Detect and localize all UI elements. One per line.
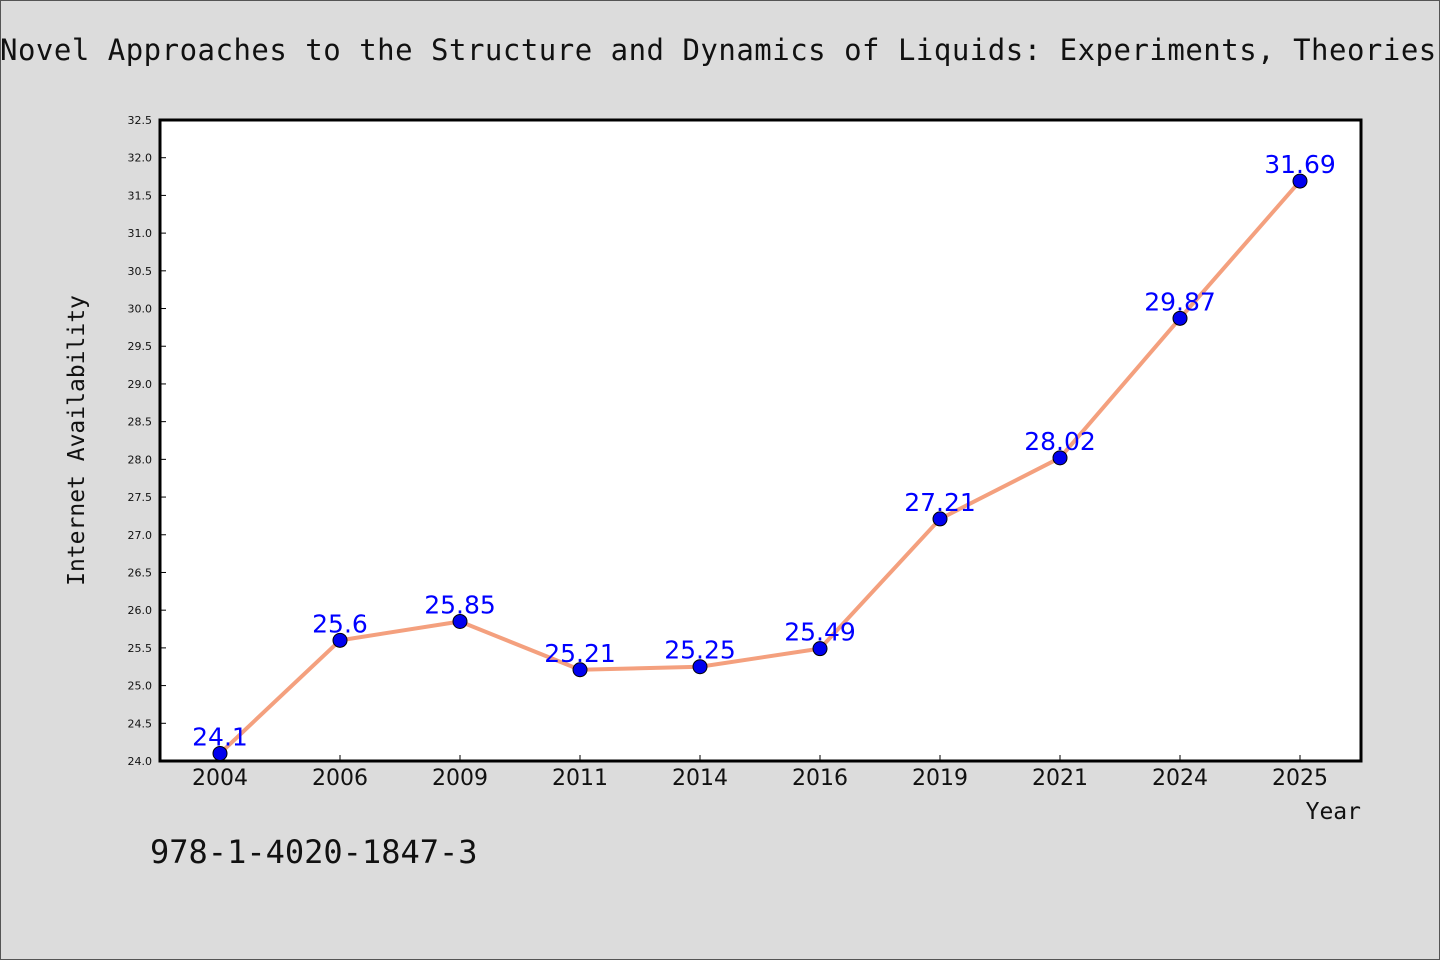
x-tick-label: 2016 (792, 766, 848, 791)
data-point (332, 632, 348, 648)
y-tick-label: 25.5 (128, 642, 153, 655)
y-tick-label: 26.5 (128, 566, 153, 579)
y-tick-label: 31.0 (128, 227, 153, 240)
data-point (1292, 173, 1308, 189)
y-axis-label: Internet Availability (64, 295, 90, 586)
y-tick-label: 27.0 (128, 529, 153, 542)
y-tick-label: 28.0 (128, 453, 153, 466)
x-tick-label: 2021 (1032, 766, 1088, 791)
data-point (452, 613, 468, 629)
x-tick-label: 2004 (192, 766, 248, 791)
x-tick-label: 2014 (672, 766, 728, 791)
data-point (932, 511, 948, 527)
y-tick-label: 27.5 (128, 491, 153, 504)
data-point (812, 641, 828, 657)
y-tick-label: 26.0 (128, 604, 153, 617)
x-axis-label: Year (1306, 799, 1361, 825)
y-tick-label: 30.0 (128, 303, 153, 316)
plot-border (158, 118, 1363, 763)
y-tick-label: 31.5 (128, 189, 153, 202)
data-point (692, 659, 708, 675)
data-point (212, 745, 228, 761)
y-tick-label: 28.5 (128, 416, 153, 429)
plot-area (160, 120, 1361, 761)
data-point (1052, 450, 1068, 466)
x-tick-label: 2011 (552, 766, 608, 791)
y-tick-label: 30.5 (128, 265, 153, 278)
y-tick-label: 29.5 (128, 340, 153, 353)
isbn-footer: 978-1-4020-1847-3 (150, 833, 478, 871)
data-point (1172, 310, 1188, 326)
y-tick-label: 24.0 (128, 755, 153, 768)
y-tick-label: 32.0 (128, 152, 153, 165)
chart-title: Novel Approaches to the Structure and Dy… (0, 33, 1440, 67)
x-tick-label: 2019 (912, 766, 968, 791)
series-line (218, 179, 1302, 756)
y-tick-label: 32.5 (128, 114, 153, 127)
y-tick-label: 25.0 (128, 680, 153, 693)
data-point (572, 662, 588, 678)
x-tick-label: 2009 (432, 766, 488, 791)
x-tick-label: 2024 (1152, 766, 1208, 791)
y-tick-label: 24.5 (128, 717, 153, 730)
x-tick-label: 2025 (1272, 766, 1328, 791)
y-tick-label: 29.0 (128, 378, 153, 391)
x-tick-label: 2006 (312, 766, 368, 791)
